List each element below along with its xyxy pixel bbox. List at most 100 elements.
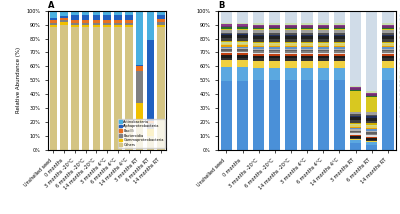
Bar xyxy=(318,35,329,36)
Bar xyxy=(302,45,313,46)
Bar xyxy=(350,11,361,86)
Bar xyxy=(269,53,280,54)
Bar xyxy=(285,56,297,58)
Bar xyxy=(382,29,394,30)
Bar xyxy=(366,140,378,141)
Bar xyxy=(221,51,232,52)
Bar xyxy=(302,11,313,23)
Bar xyxy=(382,33,394,35)
Bar xyxy=(82,23,90,25)
Bar xyxy=(82,11,90,15)
Bar xyxy=(382,30,394,33)
Bar xyxy=(50,25,57,27)
Bar xyxy=(253,36,264,39)
Bar xyxy=(93,11,100,15)
Bar xyxy=(366,131,378,132)
Bar xyxy=(302,23,313,25)
Bar xyxy=(237,23,248,24)
Bar xyxy=(253,23,264,25)
Bar xyxy=(318,23,329,25)
Bar xyxy=(50,23,57,25)
Bar xyxy=(93,21,100,23)
Bar xyxy=(237,33,248,34)
Bar xyxy=(334,46,345,47)
Bar xyxy=(334,56,345,58)
Bar xyxy=(104,11,111,15)
Bar xyxy=(382,50,394,51)
Bar xyxy=(269,45,280,46)
Bar xyxy=(350,90,361,91)
Bar xyxy=(253,26,264,28)
Bar xyxy=(50,18,57,21)
Bar xyxy=(237,45,248,46)
Bar xyxy=(285,58,297,61)
Bar xyxy=(136,65,143,66)
Bar xyxy=(269,42,280,43)
Bar xyxy=(382,11,394,23)
Bar xyxy=(366,132,378,134)
Bar xyxy=(285,68,297,80)
Bar xyxy=(366,117,378,120)
Bar xyxy=(366,143,378,145)
Bar xyxy=(60,21,68,22)
Bar xyxy=(285,61,297,68)
Bar xyxy=(253,47,264,49)
Bar xyxy=(285,29,297,30)
Bar xyxy=(237,34,248,36)
Bar xyxy=(334,36,345,39)
Bar xyxy=(302,25,313,26)
Bar xyxy=(285,23,297,25)
Bar xyxy=(237,29,248,30)
Bar xyxy=(269,61,280,68)
Bar xyxy=(318,50,329,51)
Bar xyxy=(366,97,378,112)
Bar xyxy=(221,29,232,30)
Bar xyxy=(334,43,345,45)
Bar xyxy=(269,30,280,33)
Bar xyxy=(302,50,313,51)
Bar xyxy=(157,11,165,15)
Bar xyxy=(285,50,297,51)
Bar xyxy=(146,136,154,150)
Bar xyxy=(318,61,329,68)
Bar xyxy=(82,15,90,21)
Bar xyxy=(334,39,345,42)
Bar xyxy=(350,117,361,120)
Bar xyxy=(285,33,297,35)
Bar xyxy=(221,23,232,24)
Bar xyxy=(269,43,280,45)
Bar xyxy=(350,139,361,140)
Bar xyxy=(253,30,264,33)
Bar xyxy=(125,21,132,23)
Bar xyxy=(269,80,280,150)
Bar xyxy=(285,11,297,23)
Bar xyxy=(269,54,280,56)
Bar xyxy=(269,51,280,53)
Bar xyxy=(104,21,111,23)
Bar xyxy=(136,103,143,122)
Bar xyxy=(221,46,232,48)
Bar xyxy=(104,27,111,150)
Bar xyxy=(318,33,329,35)
Bar xyxy=(221,38,232,41)
Bar xyxy=(237,52,248,54)
Bar xyxy=(302,58,313,61)
Text: A: A xyxy=(48,1,54,10)
Bar xyxy=(253,28,264,29)
Bar xyxy=(334,45,345,46)
Bar xyxy=(350,123,361,124)
Y-axis label: Relative Abundance (%): Relative Abundance (%) xyxy=(16,47,21,113)
Bar xyxy=(237,27,248,29)
Bar xyxy=(334,29,345,30)
Bar xyxy=(318,80,329,150)
Bar xyxy=(114,11,122,15)
Bar xyxy=(366,125,378,126)
Bar xyxy=(382,58,394,61)
Bar xyxy=(350,88,361,90)
Bar xyxy=(350,114,361,116)
Bar xyxy=(253,54,264,56)
Bar xyxy=(237,67,248,81)
Bar xyxy=(71,11,79,15)
Bar xyxy=(382,42,394,43)
Bar xyxy=(60,22,68,25)
